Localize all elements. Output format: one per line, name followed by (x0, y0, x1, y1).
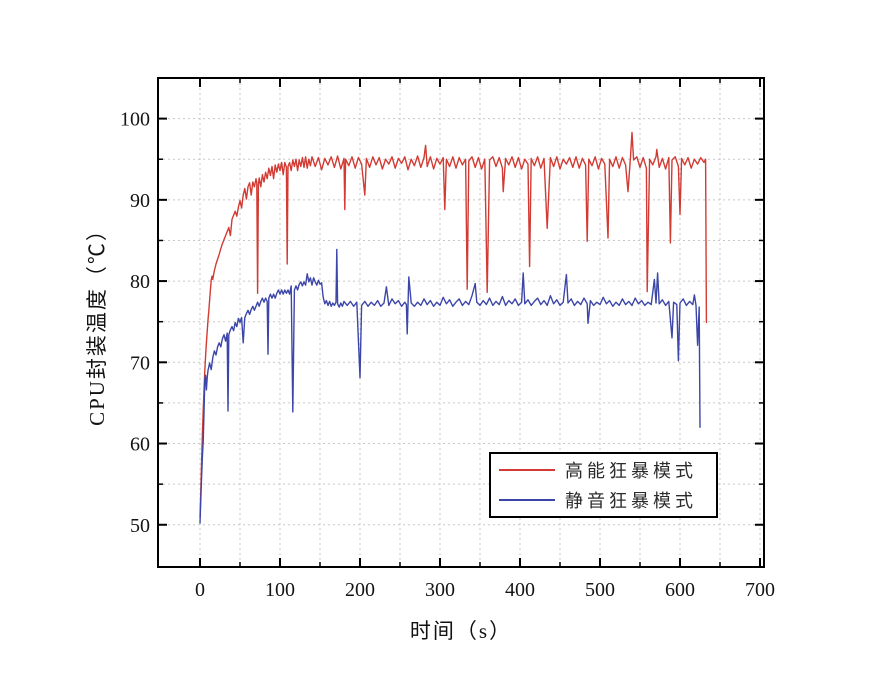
legend-item-performance-mode: 高能狂暴模式 (491, 456, 716, 484)
legend-label-silent-mode: 静音狂暴模式 (565, 491, 697, 511)
y-tick-label: 70 (130, 352, 150, 374)
y-tick-label: 90 (130, 190, 150, 212)
x-tick-label: 0 (195, 579, 205, 601)
x-tick-label: 100 (265, 579, 295, 601)
y-tick-label: 60 (130, 434, 150, 456)
plot-frame (157, 77, 765, 568)
y-tick-label: 100 (120, 109, 150, 131)
x-axis-label: 时间（s） (409, 619, 513, 643)
series-line-silent (199, 248, 701, 524)
axis-ticks (158, 78, 764, 567)
legend-line-sample-blue (499, 499, 555, 501)
x-tick-label: 300 (425, 579, 455, 601)
x-tick-label: 700 (745, 579, 775, 601)
y-tick-label: 80 (130, 271, 150, 293)
x-tick-label: 600 (665, 579, 695, 601)
legend-line-sample-red (499, 469, 555, 471)
tick-labels: 0 100 200 300 400 500 600 700 50 60 70 80 90 100 (120, 109, 775, 601)
gridlines (158, 78, 764, 567)
y-axis-label: CPU封装温度（℃） (85, 218, 109, 426)
legend: 高能狂暴模式 静音狂暴模式 (489, 452, 718, 518)
x-tick-label: 400 (505, 579, 535, 601)
legend-label-performance-mode: 高能狂暴模式 (565, 461, 697, 481)
series-line-performance (199, 131, 708, 519)
y-tick-label: 50 (130, 515, 150, 537)
legend-item-silent-mode: 静音狂暴模式 (491, 486, 716, 514)
x-tick-label: 500 (585, 579, 615, 601)
x-tick-label: 200 (345, 579, 375, 601)
